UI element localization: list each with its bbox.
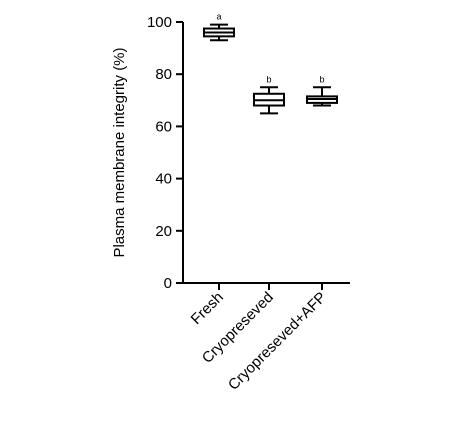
box-1: a [203,12,235,42]
box-2: b [253,74,285,115]
y-tick-label-100: 100 [147,14,172,31]
y-tick-label-40: 40 [155,171,172,188]
category-label-3: Cryopreseved+AFP [225,289,330,394]
y-tick-label-0: 0 [164,275,172,292]
significance-label-1: a [216,12,221,22]
box-3: b [306,74,338,107]
significance-label-3: b [319,74,324,84]
y-axis-title: Plasma membrane integrity (%) [111,47,128,257]
y-tick-label-60: 60 [155,118,172,135]
y-tick-label-80: 80 [155,66,172,83]
significance-label-2: b [266,74,271,84]
y-tick-label-20: 20 [155,223,172,240]
category-label-1: Fresh [188,289,227,328]
